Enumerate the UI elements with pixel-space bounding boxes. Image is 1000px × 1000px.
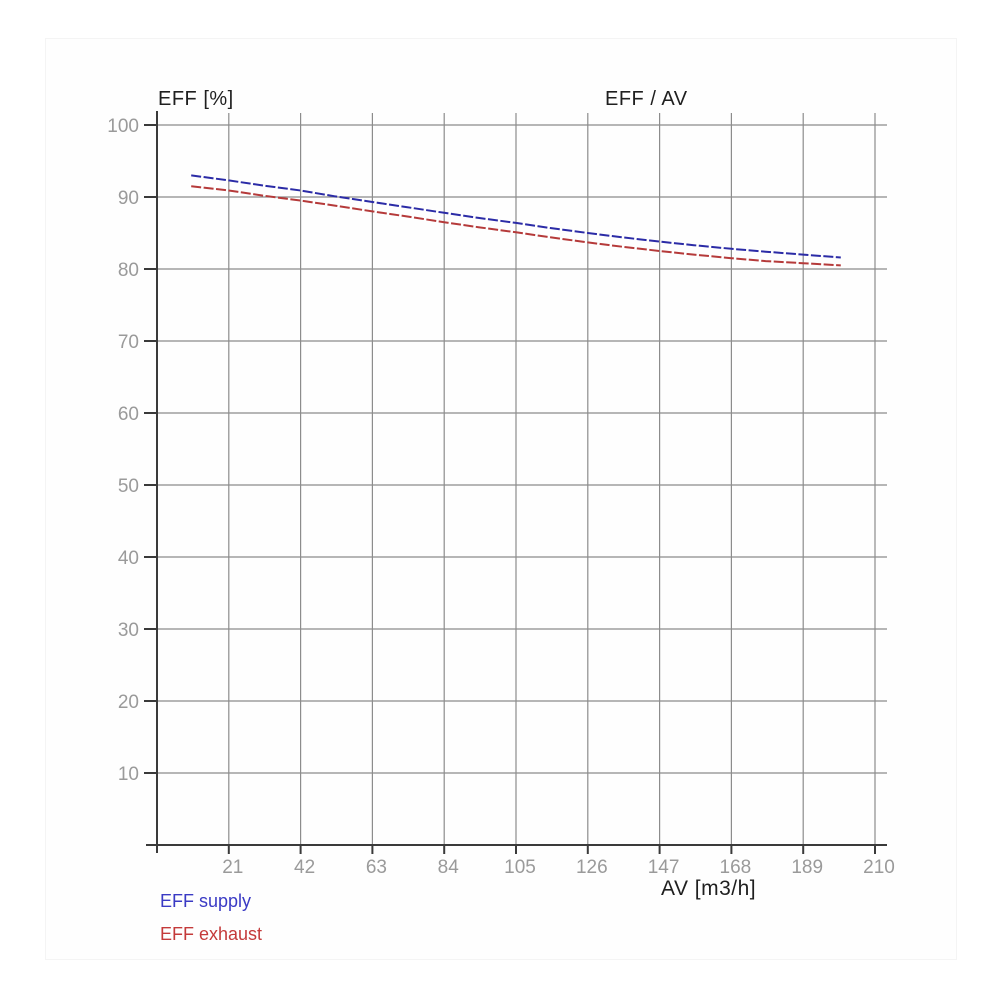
axes <box>144 111 887 854</box>
grid-lines <box>157 113 887 845</box>
x-tick-label: 105 <box>504 857 536 878</box>
y-tick-label: 10 <box>118 764 139 785</box>
y-tick-label: 70 <box>118 332 139 353</box>
series-line-eff-exhaust <box>191 185 841 267</box>
chart-title: EFF / AV <box>605 88 688 110</box>
x-tick-label: 168 <box>720 857 752 878</box>
y-tick-label: 80 <box>118 260 139 281</box>
x-tick-label: 42 <box>294 857 315 878</box>
x-tick-label: 21 <box>222 857 243 878</box>
series-line-eff-supply <box>191 174 841 259</box>
x-tick-label: 147 <box>648 857 680 878</box>
y-tick-label: 100 <box>107 116 139 137</box>
x-tick-label: 210 <box>863 857 895 878</box>
x-tick-label: 63 <box>366 857 387 878</box>
x-axis-title: AV [m3/h] <box>661 877 757 900</box>
x-tick-label: 126 <box>576 857 608 878</box>
x-tick-label: 84 <box>438 857 460 878</box>
x-tick-label: 189 <box>791 857 823 878</box>
legend-item-eff-supply: EFF supply <box>160 891 252 911</box>
y-tick-label: 60 <box>118 404 139 425</box>
y-tick-label: 30 <box>118 620 139 641</box>
y-tick-label: 90 <box>118 188 139 209</box>
chart-panel <box>45 38 957 960</box>
y-axis-title: EFF [%] <box>158 88 234 110</box>
y-tick-label: 40 <box>118 548 139 569</box>
axis-tick-labels: 10 20 30 40 50 60 70 80 90 100 21 42 63 84 105 126 147 16… <box>107 116 895 878</box>
y-tick-label: 50 <box>118 476 139 497</box>
y-tick-label: 20 <box>118 692 139 713</box>
legend-item-eff-exhaust: EFF exhaust <box>160 924 263 944</box>
